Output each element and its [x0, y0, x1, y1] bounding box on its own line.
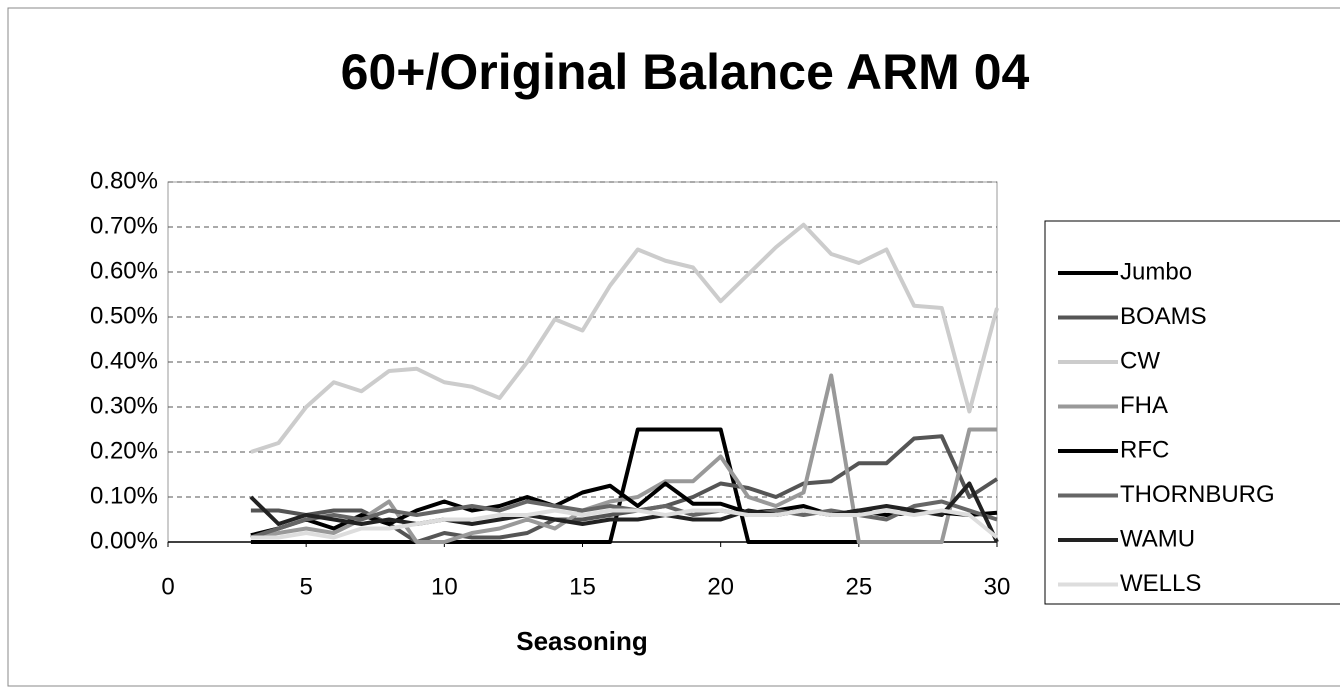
x-tick-label: 0	[161, 573, 174, 600]
legend-label: Jumbo	[1120, 258, 1192, 285]
legend-label: RFC	[1120, 436, 1169, 463]
y-tick-label: 0.10%	[90, 482, 158, 509]
x-tick-label: 15	[569, 573, 596, 600]
legend-label: BOAMS	[1120, 303, 1207, 330]
series-line	[250, 427, 887, 544]
y-tick-label: 0.30%	[90, 392, 158, 419]
x-axis-label: Seasoning	[516, 626, 647, 656]
y-tick-label: 0.80%	[90, 167, 158, 194]
x-tick-label: 10	[431, 573, 458, 600]
y-tick-label: 0.60%	[90, 257, 158, 284]
x-tick-label: 25	[845, 573, 872, 600]
legend-label: THORNBURG	[1120, 481, 1275, 508]
legend-label: WELLS	[1120, 570, 1201, 597]
chart-title: 60+/Original Balance ARM 04	[341, 44, 1030, 100]
series-line	[250, 499, 998, 540]
x-tick-label: 5	[299, 573, 312, 600]
y-tick-label: 0.00%	[90, 527, 158, 554]
x-tick-label: 30	[984, 573, 1011, 600]
series-line	[250, 508, 999, 540]
y-tick-label: 0.70%	[90, 212, 158, 239]
y-tick-label: 0.40%	[90, 347, 158, 374]
y-tick-label: 0.50%	[90, 302, 158, 329]
series-line	[250, 222, 999, 454]
legend-label: WAMU	[1120, 525, 1195, 552]
x-tick-label: 20	[707, 573, 734, 600]
y-tick-label: 0.20%	[90, 437, 158, 464]
legend-label: FHA	[1120, 392, 1168, 419]
series-line	[250, 373, 997, 544]
legend-label: CW	[1120, 347, 1160, 374]
series-line	[250, 434, 999, 544]
series-line	[249, 481, 999, 543]
